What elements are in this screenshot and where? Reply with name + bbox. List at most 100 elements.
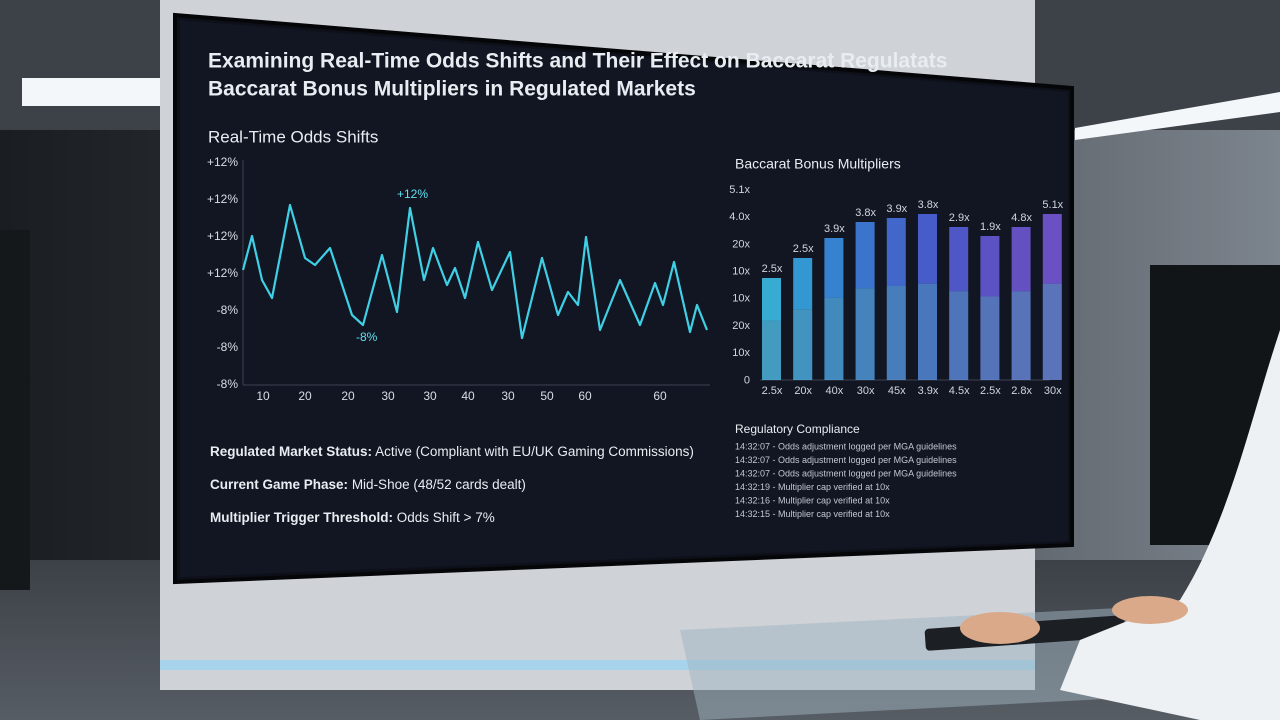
x-label: 30x — [1044, 385, 1062, 397]
x-label: 20 — [298, 389, 312, 403]
x-label: 30 — [381, 389, 395, 403]
bar-segment — [918, 214, 937, 284]
bar-segment — [980, 236, 1000, 297]
bar-segment — [980, 296, 1000, 380]
bar-segment — [824, 297, 844, 380]
y-label: 20x — [732, 238, 750, 250]
screen-content: Examining Real-Time Odds Shifts and Thei… — [207, 50, 1064, 525]
bar-label: 4.8x — [1011, 212, 1032, 224]
x-label: 2.5x — [980, 385, 1001, 397]
led-strip — [160, 660, 1035, 670]
person — [1060, 330, 1280, 720]
bar-label: 3.8x — [855, 207, 876, 219]
log-entry: 14:32:07 - Odds adjustment logged per MG… — [735, 441, 957, 451]
server-rack — [0, 230, 30, 590]
x-label: 40x — [826, 385, 844, 397]
x-label: 2.5x — [762, 385, 783, 397]
x-label: 60 — [578, 389, 592, 403]
status-label: Regulated Market Status: — [210, 444, 372, 459]
bar-segment — [762, 320, 781, 380]
status-value: Active (Compliant with EU/UK Gaming Comm… — [375, 444, 694, 459]
x-label: 60 — [653, 389, 667, 403]
bar-segment — [762, 278, 781, 321]
bar-segment — [949, 227, 969, 292]
x-label: 20x — [794, 385, 812, 397]
x-label: 2.8x — [1011, 385, 1032, 397]
log-entry: 14:32:15 - Multiplier cap verified at 10… — [735, 509, 890, 519]
y-label: +12% — [207, 266, 238, 280]
x-label: 10 — [256, 389, 270, 403]
bar-segment — [918, 283, 937, 380]
bar-label: 3.9x — [886, 203, 907, 215]
x-label: 20 — [341, 389, 355, 403]
y-label: 5.1x — [729, 184, 750, 196]
bar-segment — [793, 309, 813, 380]
status-line: Multiplier Trigger Threshold: Odds Shift… — [210, 510, 495, 525]
bar-segment — [949, 291, 969, 380]
status-value: Mid-Shoe (48/52 cards dealt) — [352, 477, 526, 492]
bar-segment — [886, 286, 906, 380]
y-label: 4.0x — [729, 211, 750, 223]
title-line: Examining Real-Time Odds Shifts and Thei… — [208, 50, 947, 73]
status-label: Current Game Phase: — [210, 477, 348, 492]
y-label: +12% — [207, 155, 238, 169]
bar-segment — [824, 297, 844, 380]
bar-segment — [855, 288, 875, 380]
screen-surface — [180, 20, 1068, 577]
bar-segment — [855, 288, 875, 380]
hand — [960, 612, 1040, 644]
bar-segment — [1042, 283, 1062, 380]
status-line: Current Game Phase: Mid-Shoe (48/52 card… — [210, 477, 526, 492]
x-label: 30 — [501, 389, 515, 403]
bar-segment — [793, 309, 813, 380]
status-line: Regulated Market Status: Active (Complia… — [210, 444, 694, 459]
ceiling-light — [22, 78, 160, 106]
y-label: +12% — [207, 192, 238, 206]
panel-title: Baccarat Bonus Multipliers — [735, 156, 901, 172]
bar-segment — [980, 296, 1000, 380]
bar-segment — [824, 238, 844, 298]
ceiling-light — [1075, 92, 1280, 140]
status-label: Multiplier Trigger Threshold: — [210, 510, 393, 525]
y-label: 0 — [744, 374, 750, 386]
bar-label: 3.9x — [824, 223, 845, 235]
y-label: 20x — [732, 320, 750, 332]
bar-segment — [886, 286, 906, 380]
y-label: -8% — [217, 340, 239, 354]
y-label: -8% — [217, 303, 239, 317]
y-label: -8% — [217, 377, 239, 391]
x-label: 50 — [540, 389, 554, 403]
bar-label: 2.9x — [949, 212, 970, 224]
x-label: 45x — [888, 385, 906, 397]
bar-label: 1.9x — [980, 221, 1001, 233]
bar-label: 3.8x — [918, 199, 939, 211]
panel-title: Regulatory Compliance — [735, 422, 860, 436]
bar-segment — [855, 222, 875, 289]
bar-segment — [762, 320, 781, 380]
x-label: 30 — [423, 389, 437, 403]
y-label: 10x — [732, 347, 750, 359]
title-line: Baccarat Bonus Multipliers in Regulated … — [208, 78, 696, 101]
x-label: 3.9x — [918, 385, 939, 397]
bar-label: 2.5x — [762, 263, 783, 275]
odds-line — [241, 203, 709, 340]
y-label: 10x — [732, 293, 750, 305]
bar-label: 2.5x — [793, 243, 814, 255]
status-value: Odds Shift > 7% — [397, 510, 495, 525]
log-entry: 14:32:07 - Odds adjustment logged per MG… — [735, 455, 957, 465]
bar-segment — [793, 258, 813, 310]
bar-segment — [949, 291, 969, 380]
bar-segment — [886, 218, 906, 287]
log-entry: 14:32:07 - Odds adjustment logged per MG… — [735, 468, 957, 478]
annotation: +12% — [397, 187, 428, 201]
y-label: 10x — [732, 266, 750, 278]
bar-segment — [918, 283, 937, 380]
log-entry: 14:32:16 - Multiplier cap verified at 10… — [735, 495, 890, 505]
x-label: 4.5x — [949, 385, 970, 397]
bar-segment — [1011, 227, 1031, 292]
bar-segment — [1011, 291, 1031, 380]
bar-segment — [1042, 283, 1062, 380]
y-label: +12% — [207, 229, 238, 243]
